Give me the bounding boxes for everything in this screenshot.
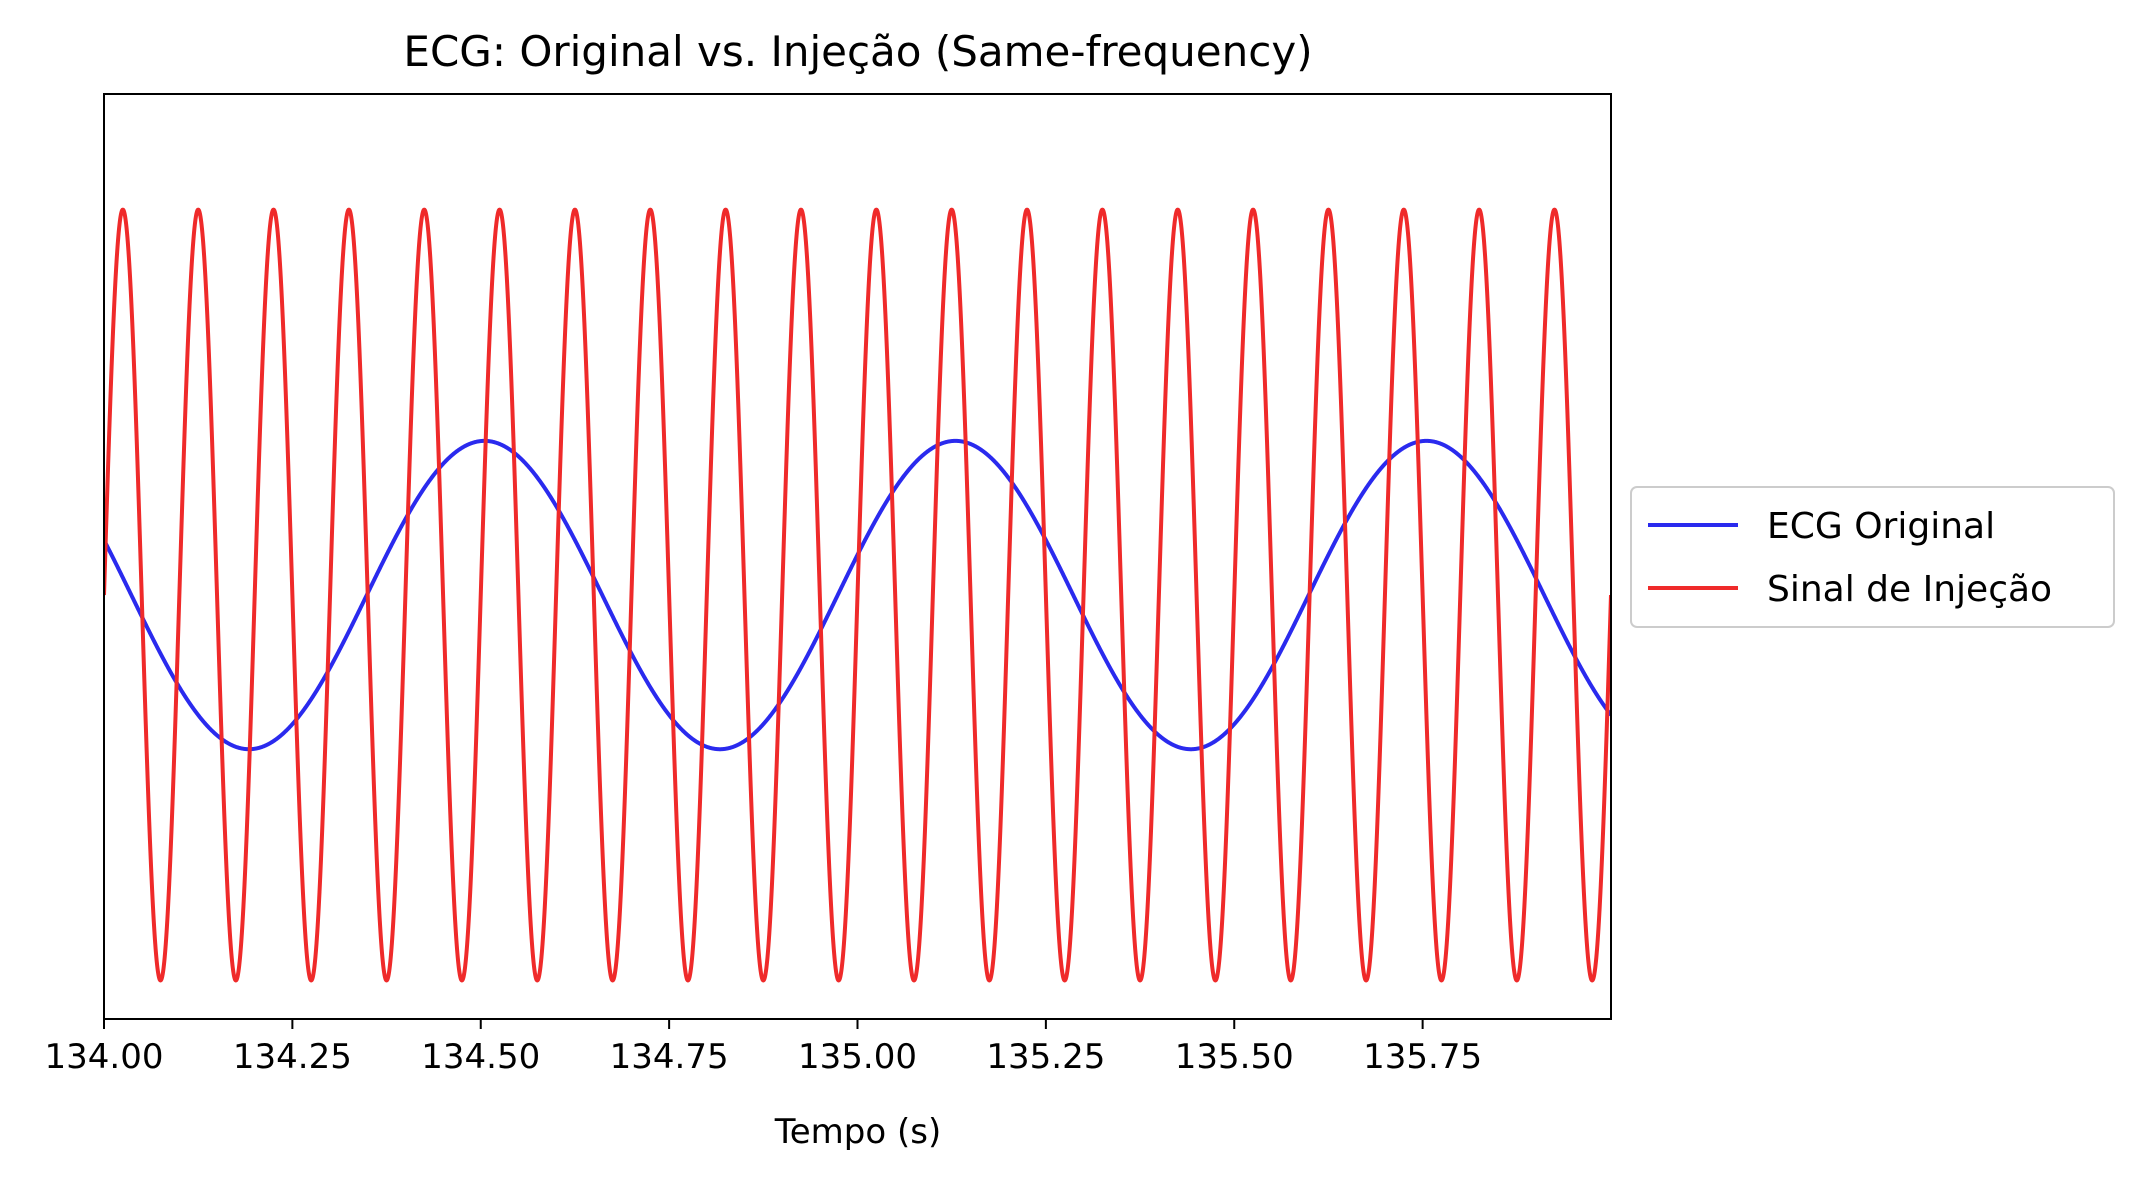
x-tick-label: 135.25	[986, 1037, 1105, 1077]
x-tick-label: 135.50	[1175, 1037, 1294, 1077]
x-tick-label: 134.25	[233, 1037, 352, 1077]
x-tick-label: 134.75	[610, 1037, 729, 1077]
legend: ECG Original Sinal de Injeção	[1630, 486, 2115, 628]
x-axis-ticks: 134.00 134.25 134.50 134.75 135.00 135.25 135.…	[45, 1019, 1482, 1077]
chart-title: ECG: Original vs. Injeção (Same-frequenc…	[403, 27, 1312, 76]
x-tick-label: 134.50	[421, 1037, 540, 1077]
x-tick-label: 134.00	[45, 1037, 164, 1077]
legend-frame	[1630, 486, 2115, 628]
legend-label-sinal-de-injecao: Sinal de Injeção	[1767, 569, 2052, 610]
legend-label-ecg-original: ECG Original	[1767, 506, 1995, 547]
series-layer	[104, 207, 1611, 983]
series-line-sinal-de-injecao	[104, 207, 1611, 983]
x-axis-label: Tempo (s)	[774, 1112, 941, 1152]
x-tick-label: 135.75	[1363, 1037, 1482, 1077]
x-tick-label: 135.00	[798, 1037, 917, 1077]
